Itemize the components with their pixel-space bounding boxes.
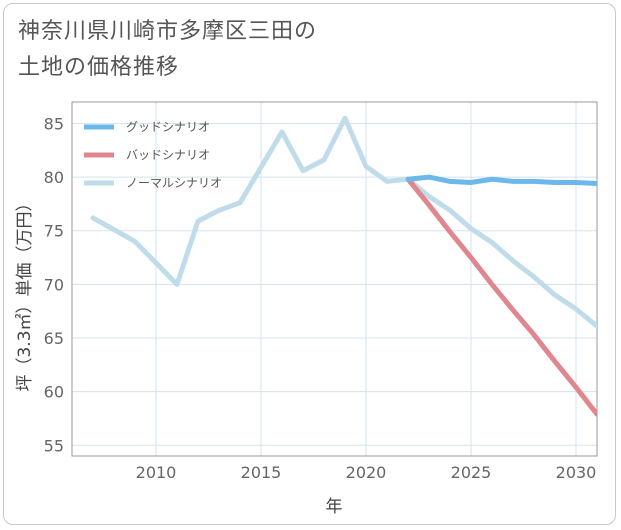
x-tick-2030: 2030 [556,463,597,482]
chart-title: 神奈川県川崎市多摩区三田の 土地の価格推移 [18,14,317,86]
y-tick-60: 60 [44,383,64,402]
x-tick-2020: 2020 [346,463,387,482]
x-axis-label: 年 [326,497,343,517]
tick-labels: 55 60 65 70 75 80 85 2010 2015 2020 2025 2030 [44,114,597,482]
series-lines [90,115,597,417]
y-axis-label: 坪（3.3㎡）単価（万円） [15,194,35,391]
x-tick-2015: 2015 [241,463,282,482]
chart-title-line-2: 土地の価格推移 [18,55,180,80]
legend-label-0: グッドシナリオ [126,120,210,134]
y-tick-80: 80 [44,168,64,187]
plot-border [71,101,598,457]
legend-label-2: ノーマルシナリオ [126,176,222,190]
series-line-0 [405,174,597,186]
x-tick-2025: 2025 [451,463,492,482]
gridlines [72,102,597,456]
chart-title-line-1: 神奈川県川崎市多摩区三田の [18,19,318,44]
y-tick-75: 75 [44,222,64,241]
y-tick-55: 55 [44,436,64,455]
y-tick-70: 70 [44,275,64,294]
x-tick-2010: 2010 [136,463,177,482]
legend-label-1: バッドシナリオ [126,148,210,162]
series-line-1 [405,176,597,417]
series-line-2 [90,115,597,329]
y-tick-85: 85 [44,114,64,133]
y-tick-65: 65 [44,329,64,348]
